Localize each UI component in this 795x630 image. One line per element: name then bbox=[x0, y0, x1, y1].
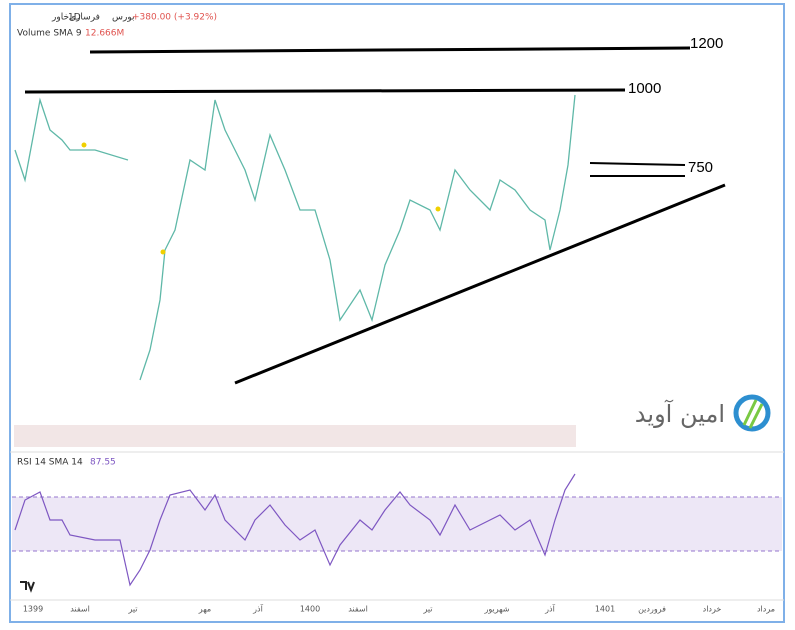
volume-label: Volume SMA 9 bbox=[17, 29, 82, 39]
rsi-line bbox=[14, 473, 576, 587]
interval: 1D bbox=[68, 13, 81, 23]
logo-icon bbox=[742, 399, 764, 429]
level-line bbox=[589, 162, 686, 166]
x-axis-label: تیر bbox=[127, 605, 137, 614]
marker bbox=[435, 206, 441, 212]
price-line bbox=[139, 94, 576, 381]
marker bbox=[81, 142, 87, 148]
x-axis-label: شهریور bbox=[483, 605, 509, 614]
x-axis-label: اسفند bbox=[70, 605, 90, 614]
x-axis-label: 1401 bbox=[595, 605, 615, 614]
x-axis-label: آذر bbox=[252, 604, 263, 614]
rsi-label: RSI 14 SMA 14 bbox=[17, 458, 83, 468]
x-axis-label: 1400 bbox=[300, 605, 320, 614]
volume-area bbox=[14, 425, 576, 447]
volume-value: 12.666M bbox=[85, 29, 124, 39]
x-axis-label: 1399 bbox=[23, 605, 43, 614]
x-axis-label: اسفند bbox=[348, 605, 368, 614]
level-line bbox=[89, 46, 691, 54]
trend-line bbox=[234, 183, 726, 385]
tv-logo bbox=[20, 581, 35, 593]
x-axis: 1399 اسفند تیر مهر آذر 1400 اسفند تیر شهریور آذر 1… bbox=[23, 604, 775, 614]
x-axis-label: خرداد bbox=[703, 605, 722, 614]
level-label: 750 bbox=[688, 159, 713, 176]
x-axis-label: مرداد bbox=[757, 605, 775, 614]
exchange: بورس bbox=[112, 13, 135, 23]
level-line bbox=[24, 88, 626, 94]
logo-icon bbox=[733, 394, 771, 432]
rsi-band bbox=[12, 497, 782, 551]
level-label: 1000 bbox=[628, 80, 661, 97]
x-axis-label: آذر bbox=[544, 604, 555, 614]
x-axis-label: مهر bbox=[198, 605, 211, 614]
x-axis-label: تیر bbox=[422, 605, 432, 614]
x-axis-label: فروردین bbox=[638, 605, 666, 614]
level-label: 1200 bbox=[690, 35, 723, 52]
change: +380.00 (+3.92%) bbox=[132, 13, 217, 23]
marker bbox=[160, 249, 166, 255]
rsi-value: 87.55 bbox=[90, 458, 116, 468]
logo-text: امین آوید bbox=[635, 399, 725, 428]
price-line bbox=[14, 97, 129, 183]
symbol: فرسازی‌خاور bbox=[51, 13, 100, 23]
